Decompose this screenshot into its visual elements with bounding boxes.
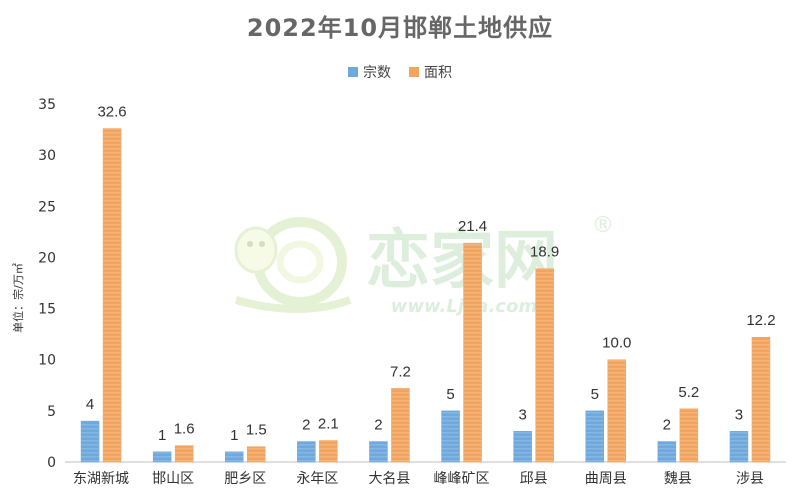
bar-series2 (102, 128, 122, 463)
y-tick-label: 0 (47, 455, 56, 471)
x-tick-label: 魏县 (664, 471, 692, 487)
data-label-series1: 1 (158, 427, 166, 444)
data-label-series2: 1.5 (246, 422, 267, 439)
y-tick-label: 30 (38, 148, 56, 164)
data-label-series2: 32.6 (97, 104, 126, 121)
legend-swatch-series2 (409, 67, 419, 77)
category-labels: 东湖新城 邯山区 肥乡区 永年区 大名县 峰峰矿区 邱县 曲周县 魏县 涉县 (73, 471, 764, 487)
bar-series2 (391, 388, 410, 463)
bar-series1 (585, 410, 604, 463)
value-labels: 4 32.6 1 1.6 1 1.5 2 2.1 2 7.2 5 21.4 3 18.9 5 10.0 2 5.2… (86, 104, 776, 444)
x-tick-label: 邱县 (520, 471, 548, 487)
data-label-series2: 18.9 (530, 244, 559, 261)
data-label-series1: 2 (663, 417, 671, 434)
bar-series2 (679, 408, 699, 463)
data-label-series2: 7.2 (390, 363, 411, 380)
data-label-series1: 5 (591, 386, 599, 403)
bar-series1 (513, 431, 532, 463)
data-label-series2: 12.2 (746, 312, 775, 329)
x-tick-label: 肥乡区 (224, 471, 266, 487)
data-label-series1: 5 (446, 386, 454, 403)
x-tick-label: 峰峰矿区 (434, 471, 490, 487)
data-label-series2: 10.0 (602, 335, 631, 352)
y-tick-label: 5 (47, 404, 56, 420)
y-tick-label: 10 (38, 353, 56, 369)
bar-series2 (174, 445, 194, 463)
y-tick-label: 20 (38, 250, 56, 266)
bar-series1 (297, 441, 316, 463)
data-label-series1: 1 (230, 427, 238, 444)
legend-item-series2: 面积 (409, 62, 452, 82)
bar-series1 (225, 451, 244, 463)
bar-series1 (729, 431, 749, 463)
bars (80, 128, 771, 463)
bar-series2 (463, 242, 482, 463)
chart-title: 2022年10月邯郸土地供应 (246, 14, 554, 42)
bar-series2 (535, 268, 554, 463)
legend-item-series1: 宗数 (348, 62, 391, 82)
data-label-series1: 4 (86, 396, 94, 413)
legend-swatch-series1 (348, 67, 358, 77)
bar-series1 (369, 441, 388, 463)
data-label-series2: 21.4 (458, 218, 487, 235)
data-label-series2: 1.6 (174, 421, 195, 438)
x-tick-label: 大名县 (368, 471, 410, 487)
data-label-series2: 5.2 (678, 384, 699, 401)
data-label-series1: 3 (735, 406, 743, 423)
data-label-series2: 2.1 (318, 416, 339, 433)
data-label-series1: 2 (374, 417, 382, 434)
legend-label-series1: 宗数 (363, 65, 391, 81)
x-tick-label: 东湖新城 (73, 471, 129, 487)
snail-logo-icon (234, 217, 352, 313)
x-tick-label: 邯山区 (152, 471, 194, 487)
bar-series1 (441, 410, 460, 463)
y-axis-ticks: 0 5 10 15 20 25 30 35 (38, 97, 56, 471)
x-tick-label: 曲周县 (585, 471, 627, 487)
data-label-series1: 3 (518, 406, 526, 423)
bar-series1 (657, 441, 677, 463)
bar-series2 (607, 359, 626, 463)
legend: 宗数 面积 (0, 62, 800, 82)
y-tick-label: 35 (38, 97, 56, 113)
bar-series2 (751, 336, 771, 463)
watermark-brand: 恋家网 (366, 224, 558, 298)
data-label-series1: 2 (302, 417, 310, 434)
x-tick-label: 永年区 (296, 471, 338, 487)
bar-series1 (80, 420, 100, 463)
x-tick-label: 涉县 (736, 471, 764, 487)
watermark-registered-mark: ® (592, 213, 614, 238)
bar-series2 (247, 446, 266, 463)
bar-series2 (319, 440, 338, 463)
watermark: 恋家网 ® www.Lj ja.com (234, 213, 614, 317)
bar-series1 (152, 451, 172, 463)
legend-label-series2: 面积 (424, 65, 452, 81)
y-tick-label: 25 (38, 199, 56, 215)
y-tick-label: 15 (38, 302, 56, 318)
